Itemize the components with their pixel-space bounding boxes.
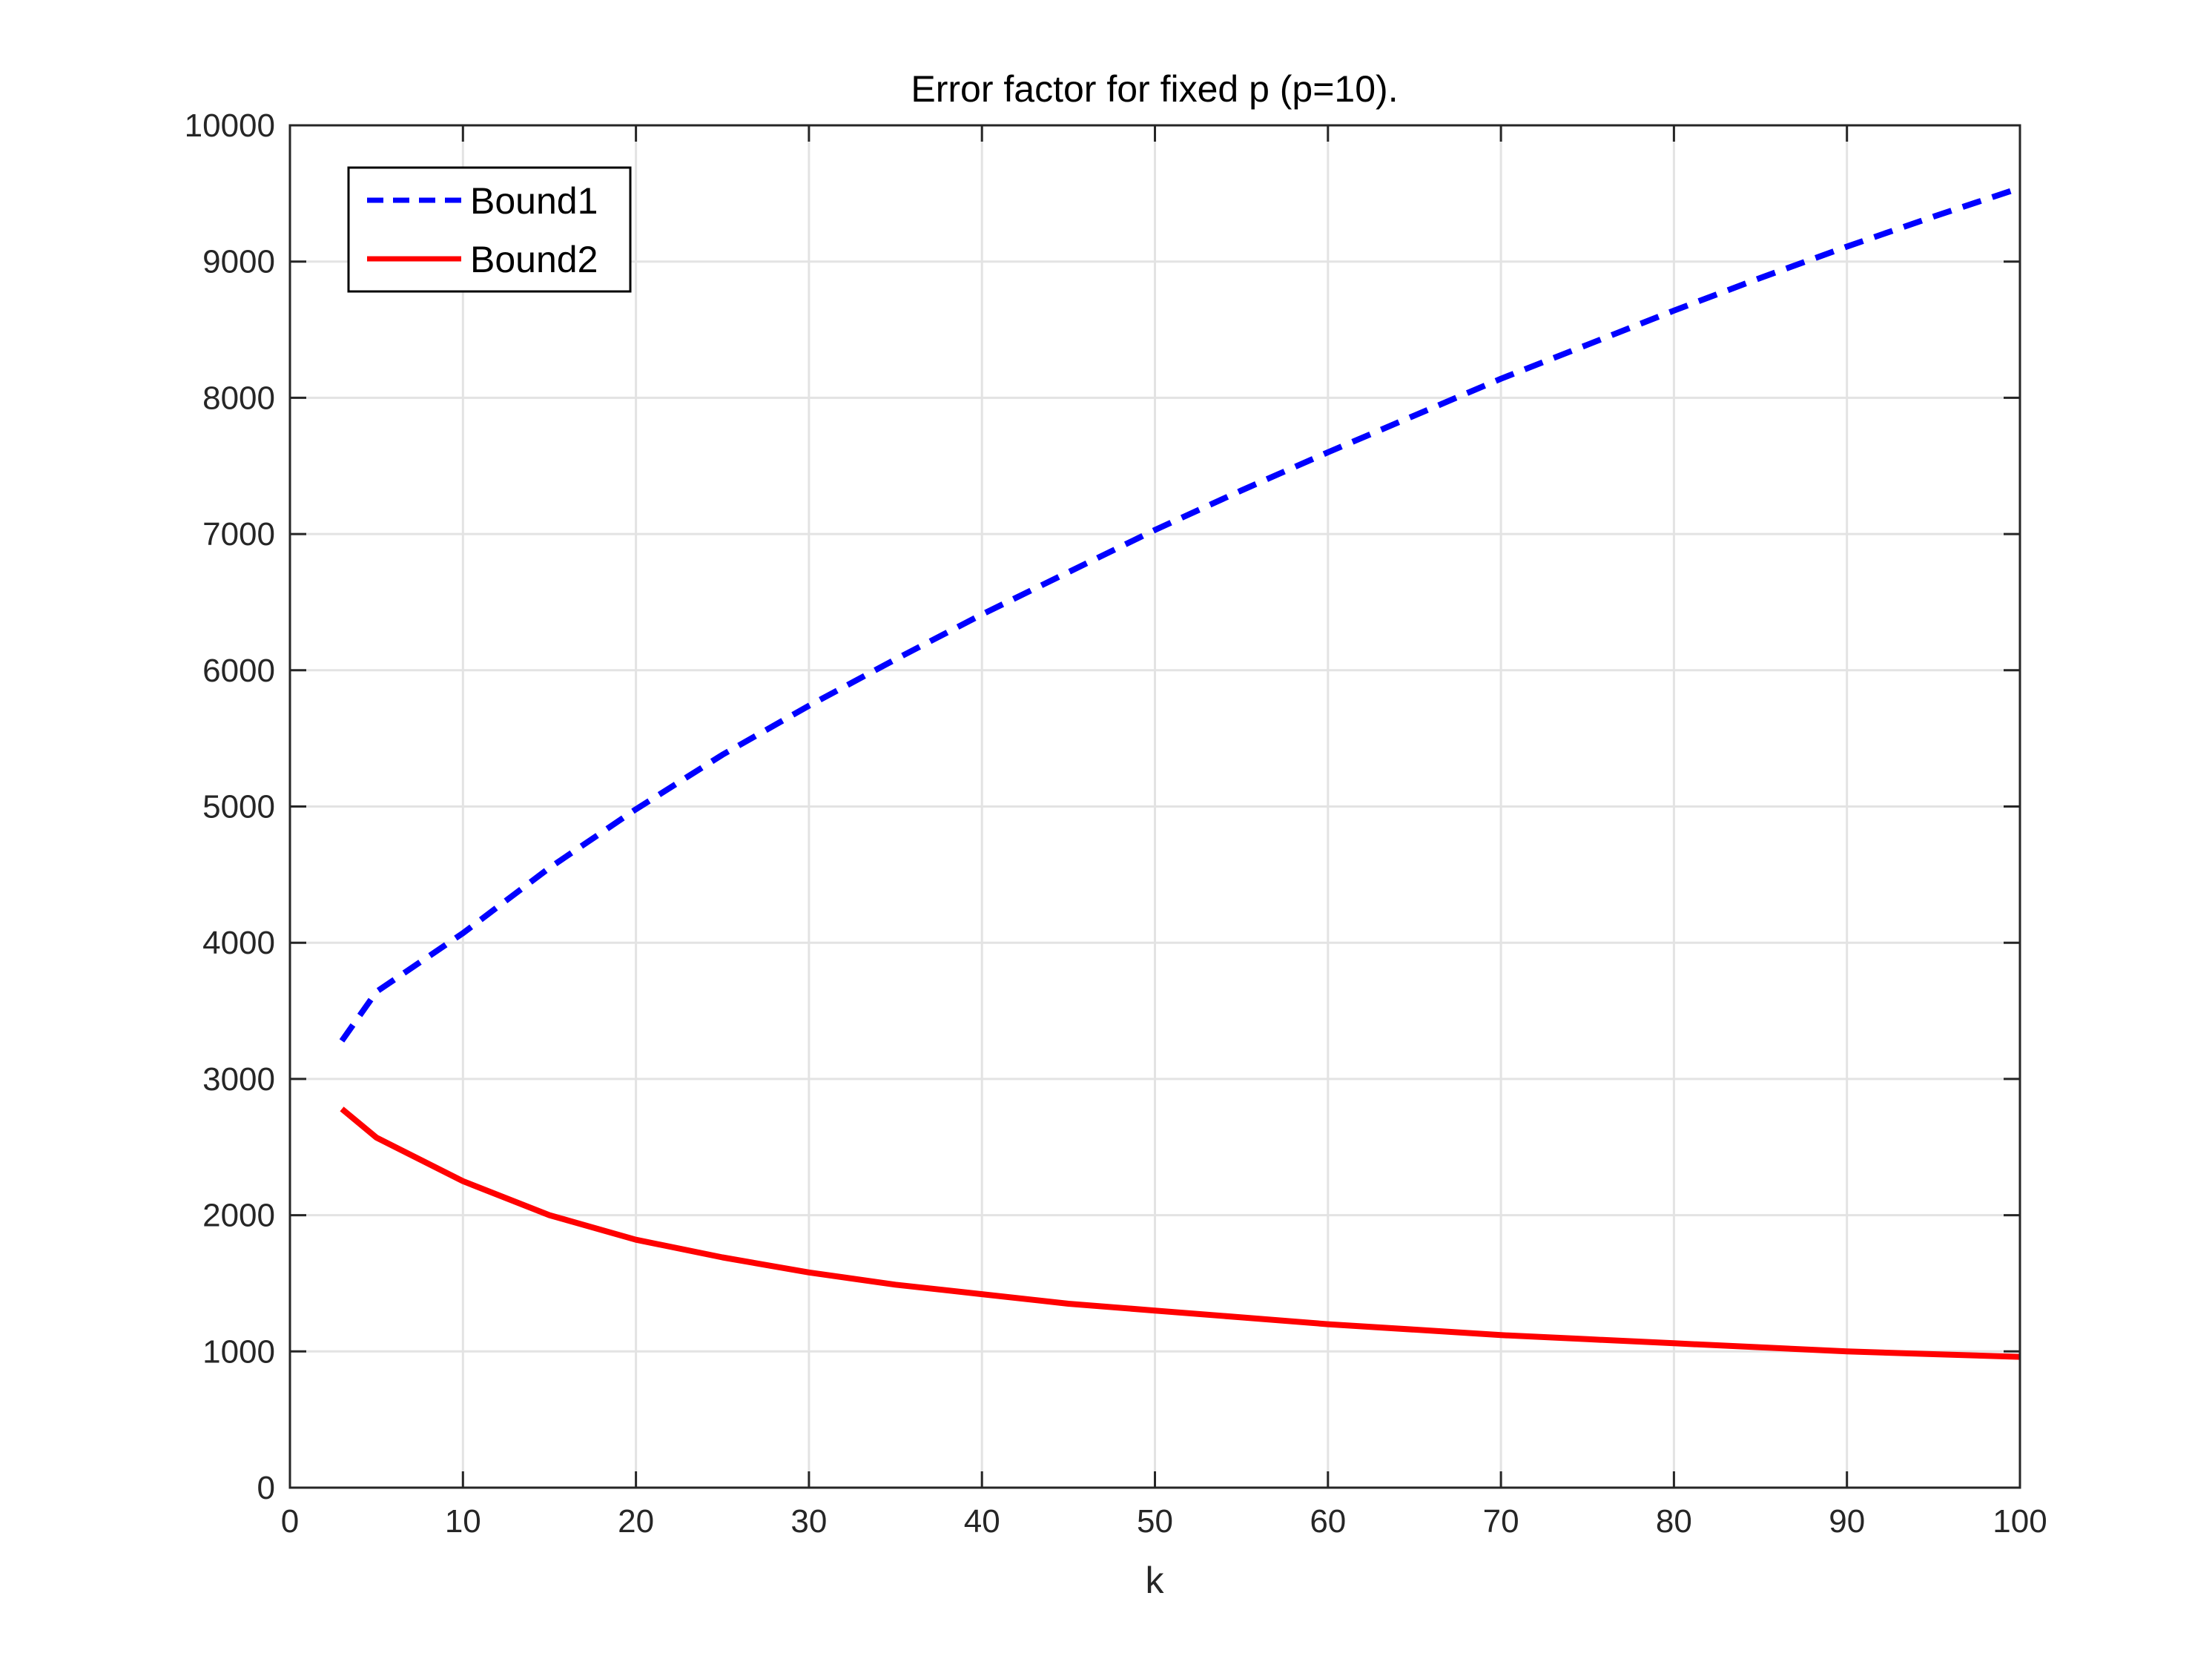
series-line-bound2 xyxy=(340,1106,2021,1360)
series-line-bound1 xyxy=(339,185,2021,1043)
legend: Bound1 Bound2 xyxy=(347,166,632,293)
series-layer xyxy=(339,185,2021,1360)
y-tick-label: 8000 xyxy=(202,380,275,416)
y-tick-label: 1000 xyxy=(202,1333,275,1370)
legend-label-bound2: Bound2 xyxy=(470,239,598,280)
y-tick-label: 7000 xyxy=(202,516,275,552)
x-tick-label: 20 xyxy=(618,1503,654,1540)
x-tick-label: 40 xyxy=(964,1503,1000,1540)
y-tick-label: 6000 xyxy=(202,653,275,689)
y-tick-label: 9000 xyxy=(202,244,275,280)
chart-title: Error factor for fixed p (p=10). xyxy=(911,68,1398,110)
x-tick-label: 70 xyxy=(1483,1503,1519,1540)
x-tick-label: 90 xyxy=(1829,1503,1865,1540)
x-axis-label: k xyxy=(1146,1560,1165,1601)
legend-box xyxy=(347,166,632,293)
x-tick-label: 60 xyxy=(1310,1503,1346,1540)
legend-label-bound1: Bound1 xyxy=(470,180,598,222)
x-tick-label: 0 xyxy=(281,1503,299,1540)
y-tick-label: 10000 xyxy=(185,108,275,144)
axes: 0 10 20 30 40 50 60 70 80 90 100010002000300040005… xyxy=(185,108,2047,1540)
x-tick-label: 50 xyxy=(1137,1503,1173,1540)
y-tick-label: 2000 xyxy=(202,1198,275,1234)
y-tick-label: 3000 xyxy=(202,1061,275,1098)
x-tick-label: 30 xyxy=(790,1503,827,1540)
x-tick-label: 80 xyxy=(1656,1503,1692,1540)
x-tick-label: 10 xyxy=(445,1503,481,1540)
y-tick-label: 5000 xyxy=(202,789,275,825)
y-tick-label: 4000 xyxy=(202,925,275,961)
y-tick-label: 0 xyxy=(257,1470,275,1506)
x-tick-label: 100 xyxy=(1993,1503,2047,1540)
